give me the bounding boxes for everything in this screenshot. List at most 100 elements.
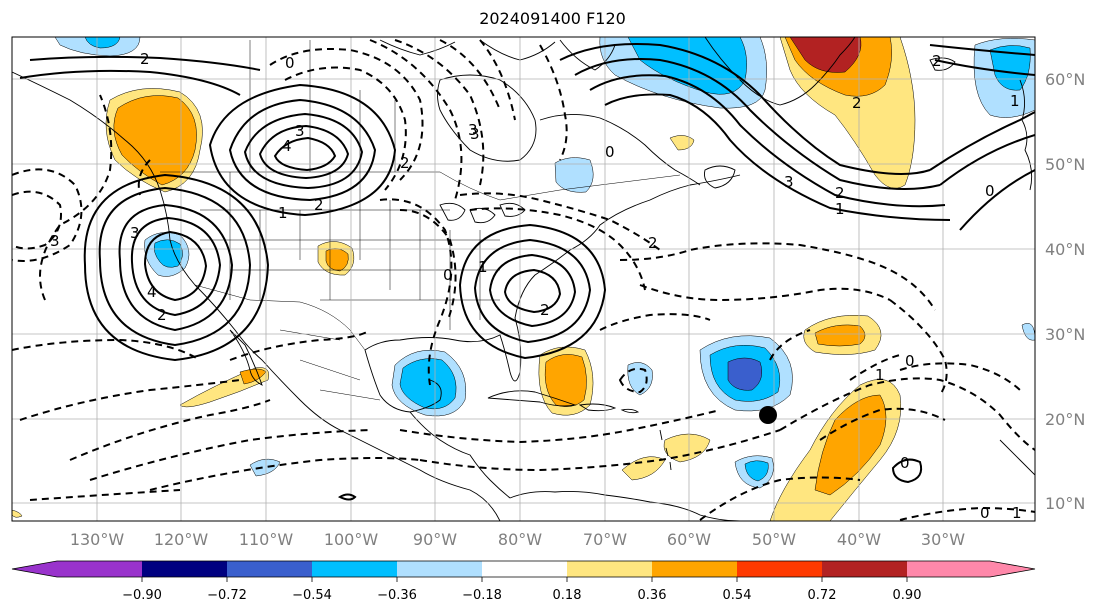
africa-edge <box>999 439 1035 476</box>
iceland <box>929 57 956 71</box>
negative-anomaly-nw-core <box>84 37 121 49</box>
lat-label: 40°N <box>1045 240 1085 259</box>
colorbar-segment <box>482 561 568 577</box>
colorbar-tick-labels: −0.90 −0.72 −0.54 −0.36 −0.18 0.18 0.36 … <box>122 588 921 603</box>
contour-label: 2 <box>314 196 324 214</box>
south-america-coast <box>509 490 741 521</box>
lon-label: 90°W <box>413 530 457 549</box>
colorbar-segment <box>652 561 738 577</box>
puerto-rico <box>620 408 640 414</box>
longitude-labels: 130°W 120°W 110°W 100°W 90°W 80°W 70°W 6… <box>70 530 965 549</box>
colorbar-tick-label: −0.36 <box>377 588 417 603</box>
contour-label: 3 <box>130 224 140 242</box>
contours-dashed <box>12 39 1035 521</box>
contour-label: 1 <box>1012 504 1022 522</box>
contour-label: 2 <box>852 94 862 112</box>
contour-label: 3 <box>50 232 60 250</box>
latitude-labels: 60°N 50°N 40°N 30°N 20°N 10°N <box>1045 70 1085 513</box>
contour-label: 0 <box>985 182 995 200</box>
colorbar-segment <box>57 561 143 577</box>
contour-label: 3 <box>468 121 478 139</box>
lon-label: 120°W <box>154 530 209 549</box>
colorbar-tick-label: 0.90 <box>893 588 922 603</box>
negative-anomaly-gulf-core <box>399 358 457 410</box>
positive-anomaly-pnw-core <box>113 95 197 186</box>
colorbar-tick-label: 0.54 <box>723 588 752 603</box>
contour-label: 4 <box>282 137 292 155</box>
contour-label: 1 <box>875 366 885 384</box>
newfoundland <box>704 165 736 189</box>
map-title: 2024091400 F120 <box>479 9 626 28</box>
west-coast <box>12 71 501 521</box>
great-lakes <box>439 202 526 224</box>
colorbar-tick-label: −0.18 <box>462 588 502 603</box>
positive-anomaly-east-atlantic-core <box>814 394 887 496</box>
us-canada-border <box>160 171 681 201</box>
mexico-state-lines <box>279 329 381 401</box>
baja-coast <box>229 329 263 386</box>
contour-label: 2 <box>835 184 845 202</box>
negative-anomaly-right-edge <box>1021 323 1035 341</box>
contour-labels: 2 0 3 4 3 1 2 4 3 2 2 0 0 1 2 3 0 2 1 2 … <box>50 50 1022 522</box>
colorbar-segment <box>227 561 313 577</box>
gulf-coast <box>364 174 741 382</box>
contour-label: 4 <box>147 283 157 301</box>
colorbar-tick-label: 0.18 <box>553 588 582 603</box>
shading-layer <box>12 37 1035 521</box>
contour-label: 1 <box>835 200 845 218</box>
negative-anomaly-labrador-core <box>627 37 747 95</box>
contour-label: 0 <box>285 54 295 72</box>
contour-label: 2 <box>400 154 410 172</box>
negative-anomaly-nevada-core <box>153 239 183 268</box>
negative-anomaly-epac <box>249 458 281 477</box>
contour-label: 0 <box>443 266 453 284</box>
contour-label: 0 <box>980 504 990 522</box>
colorbar-segment <box>397 561 483 577</box>
hispaniola <box>578 403 617 412</box>
contour-label: 0 <box>905 352 915 370</box>
negative-anomaly-tropics-core <box>744 460 769 482</box>
colorbar-tick-label: −0.54 <box>292 588 332 603</box>
europe-edge <box>1019 79 1033 191</box>
graticule <box>12 37 1035 521</box>
lon-label: 70°W <box>583 530 627 549</box>
colorbar-segment <box>567 561 653 577</box>
border-layer <box>160 40 681 401</box>
contour-label: 2 <box>140 50 150 68</box>
colorbar-tick-label: 0.36 <box>638 588 667 603</box>
contour-label: 2 <box>540 301 550 319</box>
lat-label: 10°N <box>1045 494 1085 513</box>
colorbar-ticks <box>141 577 908 582</box>
contour-label: 0 <box>605 143 615 161</box>
colorbar-segment <box>142 561 228 577</box>
lat-label: 60°N <box>1045 70 1085 89</box>
positive-anomaly-subtropical-core <box>814 324 866 347</box>
colorbar-max-extension <box>990 561 1035 577</box>
lat-label: 20°N <box>1045 410 1085 429</box>
negative-anomaly-atlantic-core <box>727 357 762 391</box>
lon-label: 40°W <box>837 530 881 549</box>
lesser-antilles <box>659 429 672 471</box>
lat-label: 50°N <box>1045 155 1085 174</box>
us-mexico-border <box>194 284 366 351</box>
contour-label: 2 <box>648 234 658 252</box>
lon-label: 100°W <box>324 530 379 549</box>
positive-anomaly-caribbean-core <box>544 354 587 407</box>
colorbar: −0.90 −0.72 −0.54 −0.36 −0.18 0.18 0.36 … <box>11 560 1036 603</box>
contour-label: 1 <box>478 258 488 276</box>
colorbar-tick-label: 0.72 <box>808 588 837 603</box>
colorbar-segment <box>822 561 908 577</box>
labrador-coast <box>539 114 701 186</box>
coastline-layer <box>12 37 1035 521</box>
lon-label: 80°W <box>498 530 542 549</box>
negative-anomaly-bahamas <box>627 362 653 396</box>
colorbar-tick-label: −0.90 <box>122 588 162 603</box>
contour-label: 1 <box>1010 92 1020 110</box>
colorbar-segment <box>312 561 398 577</box>
colorbar-tick-label: −0.72 <box>207 588 247 603</box>
colorbar-min-extension <box>12 561 57 577</box>
lon-label: 60°W <box>667 530 711 549</box>
contour-label: 1 <box>278 204 288 222</box>
positive-anomaly-newfoundland <box>669 135 695 151</box>
cuba <box>487 390 577 407</box>
